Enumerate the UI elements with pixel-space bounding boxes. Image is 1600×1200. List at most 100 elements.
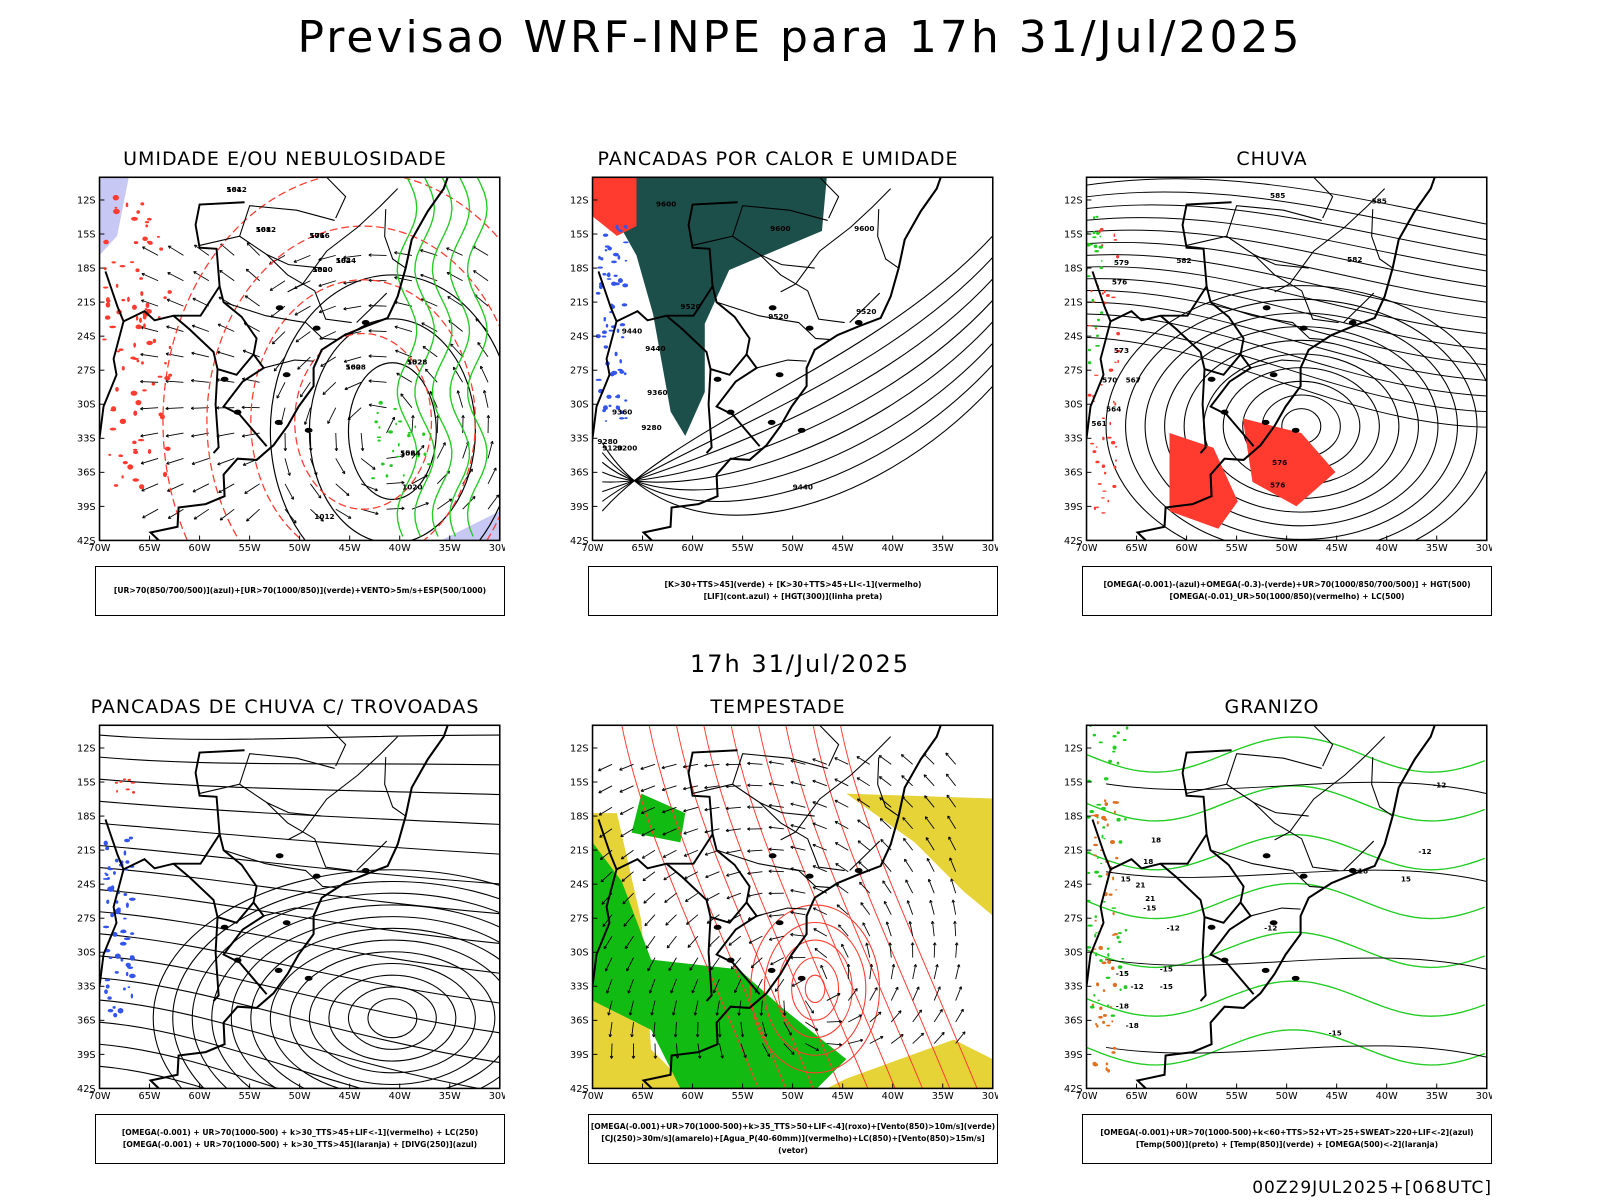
- omega-area: [1101, 961, 1107, 965]
- wind-vector: [882, 880, 892, 894]
- contour-label: -12: [1167, 923, 1180, 932]
- lon-tick-label: 60W: [189, 543, 211, 554]
- state-border: [1274, 188, 1386, 293]
- coastline: [1135, 725, 1436, 1089]
- wind-vector: [411, 502, 429, 510]
- height-contour: [1183, 339, 1419, 513]
- wind-vector: [774, 978, 785, 992]
- height-contour: [601, 256, 993, 502]
- rain-area: [1109, 421, 1112, 426]
- wind-vector: [923, 774, 935, 787]
- humidity-fill: [164, 362, 167, 365]
- contour-label: 573: [1114, 346, 1129, 355]
- wind-vector: [142, 246, 159, 256]
- humidity-fill: [125, 202, 129, 208]
- legend-line: [K>30+TTS>45](verde) + [K>30+TTS>45+LI<-…: [664, 580, 922, 589]
- lon-tick-label: 35W: [932, 543, 954, 554]
- humidity-fill: [388, 430, 393, 434]
- humidity-fill: [146, 340, 153, 346]
- wind-vector: [608, 1000, 613, 1016]
- lifted-index-contour: [606, 273, 610, 277]
- temperature-850-contour: [1102, 826, 1106, 829]
- omega-area: [1091, 814, 1097, 817]
- lake: [275, 305, 284, 311]
- wind-vector: [747, 849, 763, 852]
- contour-label: 21: [1145, 894, 1155, 903]
- wind-vector: [662, 849, 677, 858]
- rain-area: [1100, 311, 1104, 315]
- country-border: [104, 271, 221, 323]
- wind-vector: [952, 899, 957, 915]
- state-border: [263, 359, 314, 369]
- humidity-fill: [376, 436, 382, 439]
- humidity-fill: [111, 406, 117, 412]
- temperature-850-contour: [1086, 851, 1091, 855]
- lifted-index-contour: [602, 272, 607, 276]
- lat-tick-label: 42S: [1064, 536, 1083, 547]
- lat-tick-label: 18S: [1064, 811, 1083, 822]
- temperature-850-contour: [1124, 817, 1127, 821]
- lon-tick-label: 45W: [339, 1091, 361, 1102]
- wind-vector: [826, 993, 841, 1001]
- temperature-850-contour: [1112, 745, 1117, 750]
- wind-vector: [641, 828, 656, 837]
- rain-area: [1092, 236, 1097, 239]
- humidity-fill: [162, 471, 168, 478]
- contour-label: 1020: [312, 265, 332, 274]
- streamline: [777, 939, 853, 1039]
- rain-area: [1095, 506, 1099, 509]
- contour-label: 580: [312, 265, 327, 274]
- omega-area: [1098, 1015, 1103, 1019]
- lifted-index-contour: [597, 266, 604, 269]
- divergence-area: [107, 866, 111, 870]
- streamline: [730, 725, 869, 1089]
- contour-label: 576: [309, 231, 324, 240]
- omega-area: [1115, 856, 1119, 860]
- streamline: [1086, 313, 1487, 397]
- streamline: [172, 880, 500, 1089]
- wind-vector: [950, 878, 957, 894]
- lat-tick-label: 33S: [570, 434, 589, 445]
- state-border: [716, 301, 831, 341]
- contour-label: 576: [1270, 481, 1285, 490]
- contour-label: 9440: [793, 483, 813, 492]
- lat-tick-label: 39S: [570, 502, 589, 513]
- rain-area: [1090, 289, 1093, 293]
- lifted-index-contour: [619, 323, 626, 327]
- omega-area: [1093, 854, 1097, 857]
- wind-vector: [955, 942, 958, 958]
- contour-label: 9520: [768, 312, 788, 321]
- lifted-index-contour: [611, 281, 617, 286]
- wind-vector: [453, 366, 464, 383]
- divergence-area: [112, 1005, 116, 1009]
- lake: [854, 868, 863, 874]
- rain-area: [1095, 446, 1098, 448]
- lat-tick-label: 21S: [1064, 846, 1083, 857]
- wind-vector: [602, 914, 613, 927]
- lat-tick-label: 21S: [570, 846, 589, 857]
- wind-vector: [835, 863, 849, 873]
- state-border: [1371, 757, 1393, 817]
- humidity-fill: [371, 477, 376, 480]
- humidity-fill: [136, 359, 140, 363]
- wind-vector: [683, 828, 699, 835]
- country-border: [104, 819, 221, 871]
- wind-vector: [651, 1000, 656, 1016]
- wind-vector: [386, 455, 405, 459]
- wind-vector: [847, 988, 858, 1001]
- wind-vector: [347, 407, 362, 420]
- wind-vector: [768, 870, 784, 873]
- lon-tick-label: 30W: [982, 1091, 998, 1102]
- wind-vector: [856, 777, 870, 787]
- contour-label: 1028: [407, 358, 427, 367]
- wind-vector: [598, 785, 613, 794]
- wind-vector: [706, 914, 720, 924]
- wind-vector: [643, 892, 656, 904]
- wind-vector: [670, 978, 677, 994]
- rain-area: [1098, 245, 1103, 249]
- divergence-area: [103, 840, 108, 846]
- lifted-index-contour: [617, 255, 621, 260]
- rain-area: [1102, 490, 1107, 492]
- lat-tick-label: 30S: [77, 948, 96, 959]
- temperature-850-contour: [1095, 932, 1098, 934]
